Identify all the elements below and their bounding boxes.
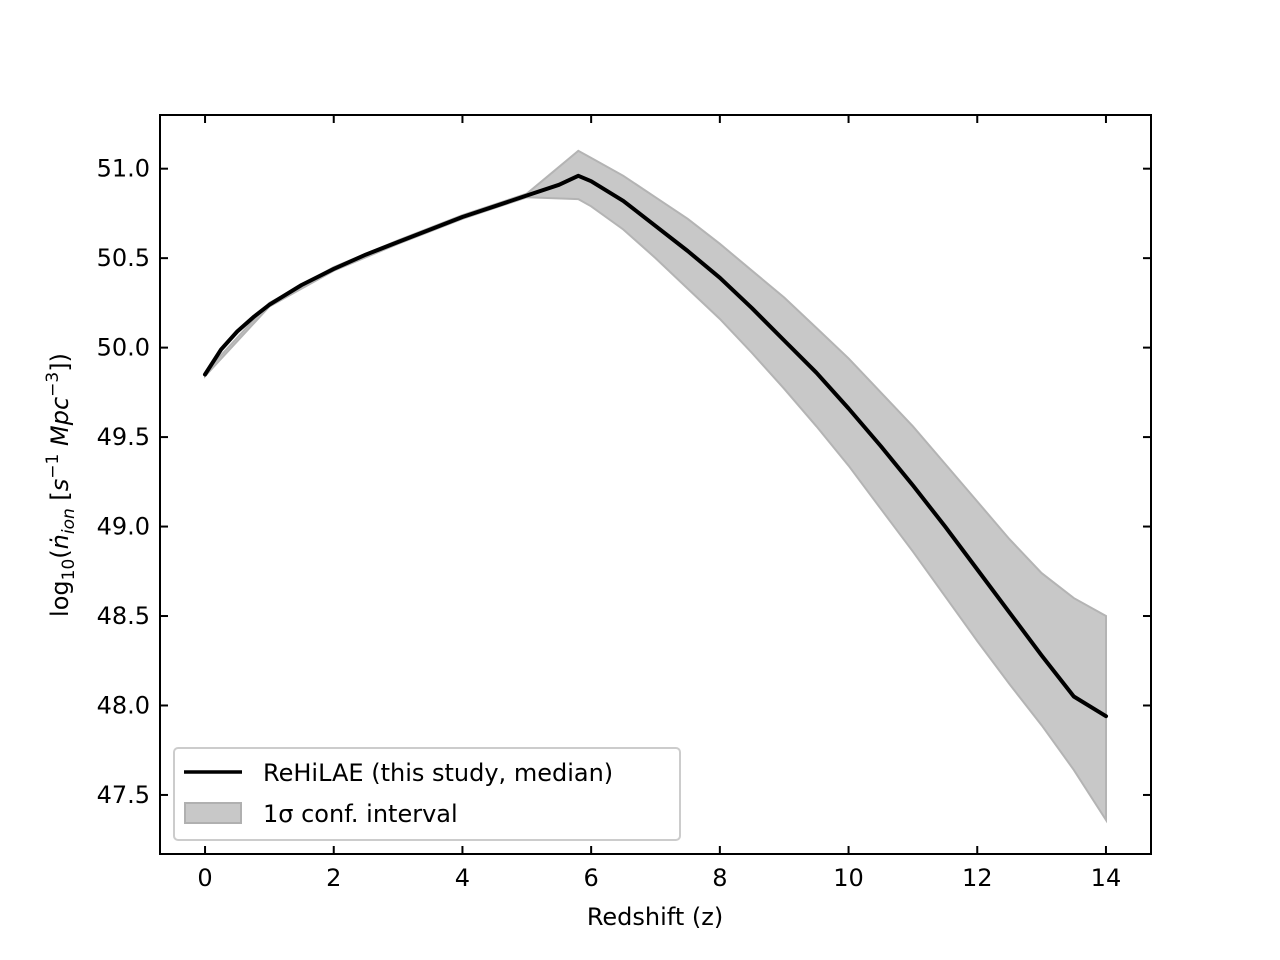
axis-ticks: 0 2 4 6 8 10 12 14 47.5 48.0 48.5 49.0 49.5 50.0 50.5 5… — [97, 115, 1151, 892]
legend-band-swatch — [184, 802, 242, 824]
x-tick-label: 12 — [962, 864, 993, 892]
y-tick-label: 49.0 — [97, 513, 150, 541]
x-tick-label: 8 — [712, 864, 727, 892]
legend-label-interval: 1σ conf. interval — [263, 800, 458, 828]
y-tick-label: 50.0 — [97, 334, 150, 362]
legend: ReHiLAE (this study, median) 1σ conf. in… — [173, 747, 681, 841]
y-tick-label: 49.5 — [97, 423, 150, 451]
axes-frame — [159, 114, 1152, 855]
y-tick-label: 50.5 — [97, 244, 150, 272]
plot-area — [203, 149, 1108, 824]
x-tick-label: 0 — [197, 864, 212, 892]
x-tick-label: 10 — [833, 864, 864, 892]
x-tick-label: 4 — [455, 864, 470, 892]
median-line — [203, 173, 1108, 719]
y-axis-label: log10(ṅion [s−1 Mpc−3]) — [43, 353, 79, 617]
y-tick-label: 47.5 — [97, 781, 150, 809]
x-tick-label: 14 — [1091, 864, 1122, 892]
x-tick-label: 6 — [584, 864, 599, 892]
legend-label-median: ReHiLAE (this study, median) — [263, 759, 613, 787]
x-axis-label: Redshift (z) — [587, 903, 723, 931]
y-tick-label: 51.0 — [97, 155, 150, 183]
confidence-band — [204, 149, 1107, 824]
y-tick-label: 48.5 — [97, 602, 150, 630]
x-tick-label: 2 — [326, 864, 341, 892]
y-tick-label: 48.0 — [97, 691, 150, 719]
legend-box — [173, 747, 681, 841]
